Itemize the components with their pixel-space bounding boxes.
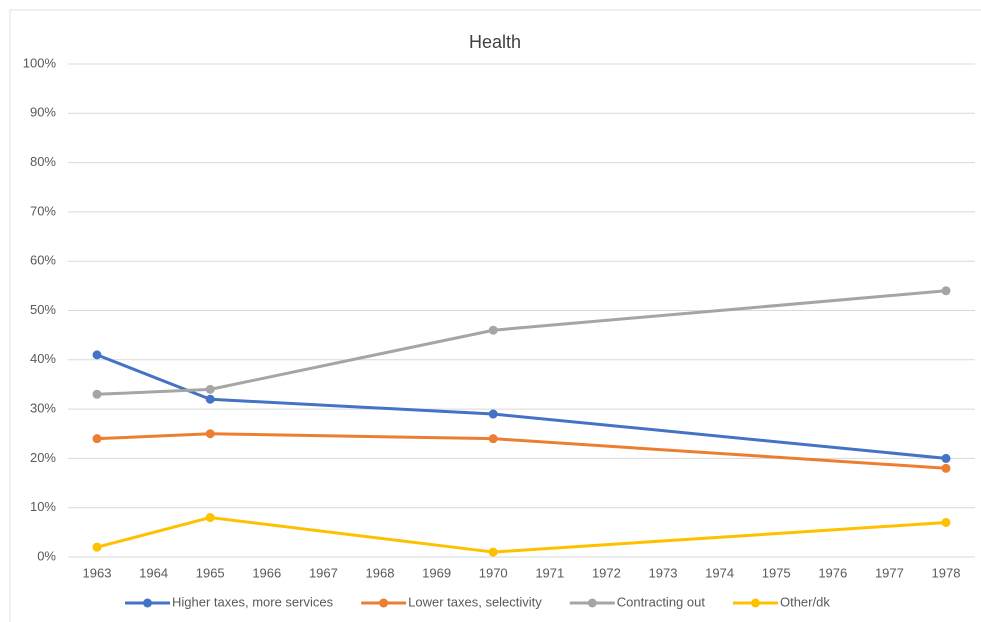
y-tick-label: 50% <box>30 302 56 317</box>
x-tick-label: 1963 <box>83 565 112 580</box>
x-tick-label: 1967 <box>309 565 338 580</box>
series-line <box>96 289 947 396</box>
data-point <box>941 453 951 463</box>
legend-label: Contracting out <box>617 594 706 609</box>
x-tick-label: 1978 <box>932 565 961 580</box>
y-tick-label: 20% <box>30 450 56 465</box>
y-tick-label: 80% <box>30 154 56 169</box>
chart-title: Health <box>469 32 521 52</box>
legend-marker <box>143 598 152 608</box>
data-point <box>941 463 951 473</box>
x-tick-label: 1977 <box>875 565 904 580</box>
chart-frame <box>9 9 981 622</box>
y-tick-label: 90% <box>30 105 56 120</box>
data-point <box>205 384 215 394</box>
data-point <box>205 513 215 523</box>
data-point <box>941 286 951 296</box>
x-tick-label: 1964 <box>139 565 168 580</box>
data-point <box>92 434 102 444</box>
data-point <box>92 542 102 552</box>
data-point <box>488 547 498 557</box>
y-tick-label: 60% <box>30 253 56 268</box>
y-tick-label: 10% <box>30 499 56 514</box>
x-tick-label: 1966 <box>252 565 281 580</box>
y-tick-label: 70% <box>30 203 56 218</box>
y-tick-label: 40% <box>30 351 56 366</box>
legend-marker <box>587 598 597 608</box>
x-tick-label: 1965 <box>196 565 225 580</box>
data-point <box>205 429 215 439</box>
y-tick-label: 100% <box>23 55 57 70</box>
legend-label: Higher taxes, more services <box>172 594 334 609</box>
x-tick-label: 1969 <box>422 565 451 580</box>
legend-marker <box>750 598 760 608</box>
series-line <box>96 353 947 460</box>
y-tick-label: 0% <box>37 548 56 563</box>
series-line <box>96 516 947 554</box>
legend-label: Other/dk <box>780 594 830 609</box>
data-point <box>488 409 498 419</box>
x-tick-label: 1968 <box>366 565 395 580</box>
x-tick-label: 1975 <box>762 565 791 580</box>
data-point <box>205 394 215 404</box>
x-tick-label: 1976 <box>818 565 847 580</box>
legend-marker <box>379 598 389 608</box>
y-tick-label: 30% <box>30 401 56 416</box>
x-tick-label: 1972 <box>592 565 621 580</box>
x-tick-label: 1973 <box>649 565 678 580</box>
series-line <box>96 432 947 470</box>
x-tick-label: 1970 <box>479 565 508 580</box>
data-point <box>92 350 102 360</box>
data-point <box>92 389 102 399</box>
x-tick-label: 1971 <box>535 565 564 580</box>
x-tick-label: 1974 <box>705 565 734 580</box>
data-point <box>488 434 498 444</box>
data-point <box>488 325 498 335</box>
data-point <box>941 517 951 527</box>
legend-label: Lower taxes, selectivity <box>408 594 542 609</box>
